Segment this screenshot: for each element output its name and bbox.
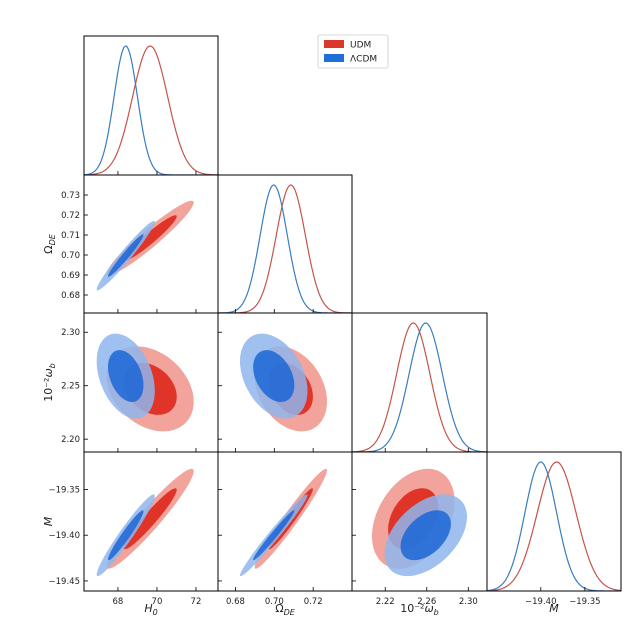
marginal-curve-lcdm-omegab <box>352 322 487 452</box>
x-tick-label: 2.26 <box>417 597 436 607</box>
marginal-curve-lcdm-OmegaDE <box>218 184 352 313</box>
panel-OmegaDE-OmegaDE <box>217 174 353 314</box>
panel-H0-OmegaDE <box>83 174 219 314</box>
panel-H0-H0 <box>83 35 219 176</box>
label-subscript: DE <box>48 233 57 245</box>
panel-frame <box>83 35 219 176</box>
x-tick-label: 0.72 <box>304 597 323 607</box>
y-tick-label: 2.25 <box>61 382 80 392</box>
label-subscript: DE <box>284 608 296 617</box>
legend-label-lcdm: ΛCDM <box>350 55 377 65</box>
panel-omegab-omegab <box>351 312 488 453</box>
label-symbol: Ω <box>42 245 55 253</box>
y-tick-label: 0.72 <box>61 211 80 221</box>
y-tick-label: −19.35 <box>49 485 80 495</box>
contour-68-lcdm-OmegaDE-M <box>253 510 295 561</box>
panel-OmegaDE-omegab <box>217 312 353 453</box>
marginal-curve-udm-M <box>487 461 621 591</box>
x-tick-label: 0.68 <box>226 597 245 607</box>
legend-swatch-lcdm <box>324 54 344 62</box>
contour-68-lcdm-omegab-M <box>400 510 451 561</box>
label-symbol: H <box>144 602 152 615</box>
label-symbol: M <box>549 602 559 615</box>
label-symbol: M <box>42 516 55 526</box>
legend: UDM ΛCDM <box>317 34 389 69</box>
label-symbol: Ω <box>275 602 283 615</box>
x-tick-label: −19.40 <box>525 597 556 607</box>
x-axis-label-H0: H0 <box>144 602 157 617</box>
y-tick-label: 0.68 <box>61 291 80 301</box>
label-prefix: 10⁻² <box>42 378 55 402</box>
label-subscript: b <box>434 608 439 617</box>
contour-68-lcdm-H0-M <box>107 510 144 561</box>
x-axis-label-M: M <box>549 602 559 615</box>
y-tick-label: 2.30 <box>61 328 80 338</box>
legend-label-udm: UDM <box>350 41 371 51</box>
label-prefix: 10⁻² <box>400 602 424 615</box>
x-tick-label: −19.35 <box>569 597 600 607</box>
panel-frame <box>486 451 622 592</box>
contour-68-udm-H0-M <box>123 488 177 550</box>
x-tick-label: 2.22 <box>376 597 395 607</box>
label-subscript: 0 <box>153 608 158 617</box>
x-axis-label-OmegaDE: ΩDE <box>275 602 296 617</box>
x-tick-label: 70 <box>152 597 163 607</box>
label-symbol: ω <box>424 602 433 615</box>
marginal-curve-udm-OmegaDE <box>218 184 352 313</box>
label-subscript: b <box>48 363 57 368</box>
y-tick-label: 0.69 <box>61 271 80 281</box>
x-tick-label: 2.30 <box>459 597 478 607</box>
y-tick-label: 2.20 <box>61 435 80 445</box>
legend-swatch-udm <box>324 40 344 48</box>
contour-68-lcdm-OmegaDE-omegab <box>253 350 295 403</box>
contour-68-lcdm-H0-OmegaDE <box>107 234 144 277</box>
y-tick-label: 0.73 <box>61 191 80 201</box>
y-axis-label-M: M <box>42 516 55 526</box>
x-axis-label-omegab: 10⁻²ωb <box>400 602 439 617</box>
panel-H0-M <box>83 451 219 592</box>
marginal-curve-lcdm-H0 <box>84 45 218 175</box>
marginal-curve-udm-H0 <box>84 45 218 175</box>
panel-M-M <box>486 451 622 592</box>
y-tick-label: 0.71 <box>61 231 80 241</box>
y-axis-label-OmegaDE: ΩDE <box>42 233 57 254</box>
panel-OmegaDE-M <box>217 451 353 592</box>
x-tick-label: 72 <box>191 597 202 607</box>
y-tick-label: −19.40 <box>49 531 80 541</box>
x-tick-label: 0.70 <box>265 597 284 607</box>
panel-H0-omegab <box>83 312 219 453</box>
marginal-curve-lcdm-M <box>487 461 621 591</box>
y-tick-label: 0.70 <box>61 251 80 261</box>
contour-68-lcdm-H0-omegab <box>107 350 144 403</box>
label-symbol: ω <box>42 368 55 377</box>
panel-frame <box>351 312 488 453</box>
panel-omegab-M <box>351 451 488 592</box>
y-tick-label: −19.45 <box>49 577 80 587</box>
x-tick-label: 68 <box>113 597 124 607</box>
marginal-curve-udm-omegab <box>352 322 487 452</box>
y-axis-label-omegab: 10⁻²ωb <box>42 363 57 402</box>
